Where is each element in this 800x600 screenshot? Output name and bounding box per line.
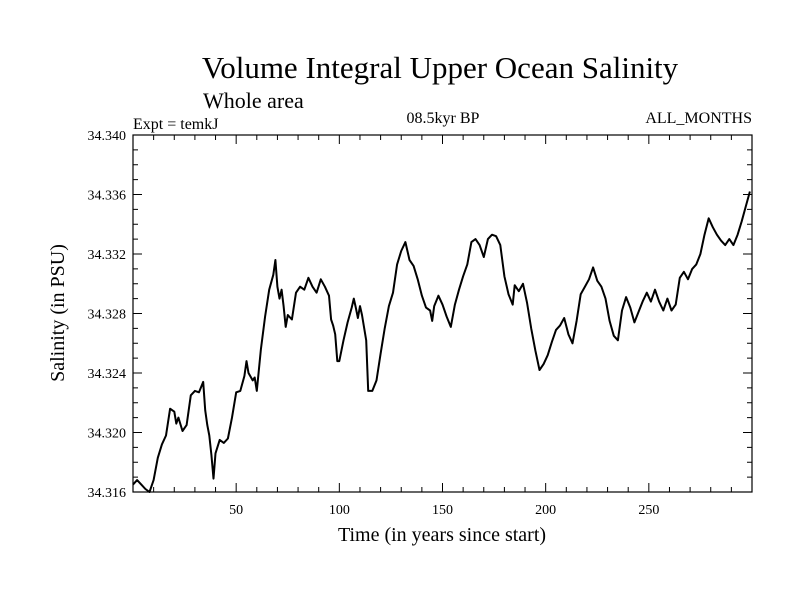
y-tick-label: 34.336 xyxy=(88,189,127,204)
x-axis-label: Time (in years since start) xyxy=(338,524,546,546)
y-tick-label: 34.324 xyxy=(88,367,127,382)
y-tick-label: 34.328 xyxy=(88,308,127,323)
y-tick-label: 34.316 xyxy=(88,486,127,501)
axis-ticks xyxy=(133,134,752,493)
x-tick-label: 150 xyxy=(432,503,453,518)
x-tick-labels: 50 100 150 200 250 xyxy=(229,503,659,518)
x-tick-label: 50 xyxy=(229,503,243,518)
x-tick-label: 200 xyxy=(535,503,556,518)
y-axis-label: Salinity (in PSU) xyxy=(47,244,69,382)
period-label: 08.5kyr BP xyxy=(407,110,480,127)
experiment-label: Expt = temkJ xyxy=(133,116,218,133)
y-tick-label: 34.320 xyxy=(88,427,127,442)
plot-frame xyxy=(132,134,753,493)
chart-subtitle: Whole area xyxy=(203,88,304,113)
months-label: ALL_MONTHS xyxy=(645,110,752,127)
y-tick-labels: 34.316 34.320 34.324 34.328 34.332 34.336 34.3… xyxy=(88,129,127,501)
x-tick-label: 250 xyxy=(638,503,659,518)
y-tick-label: 34.332 xyxy=(88,248,127,263)
salinity-line xyxy=(132,191,751,493)
x-tick-label: 100 xyxy=(329,503,350,518)
y-tick-label: 34.340 xyxy=(88,129,127,144)
chart-title: Volume Integral Upper Ocean Salinity xyxy=(202,50,679,85)
